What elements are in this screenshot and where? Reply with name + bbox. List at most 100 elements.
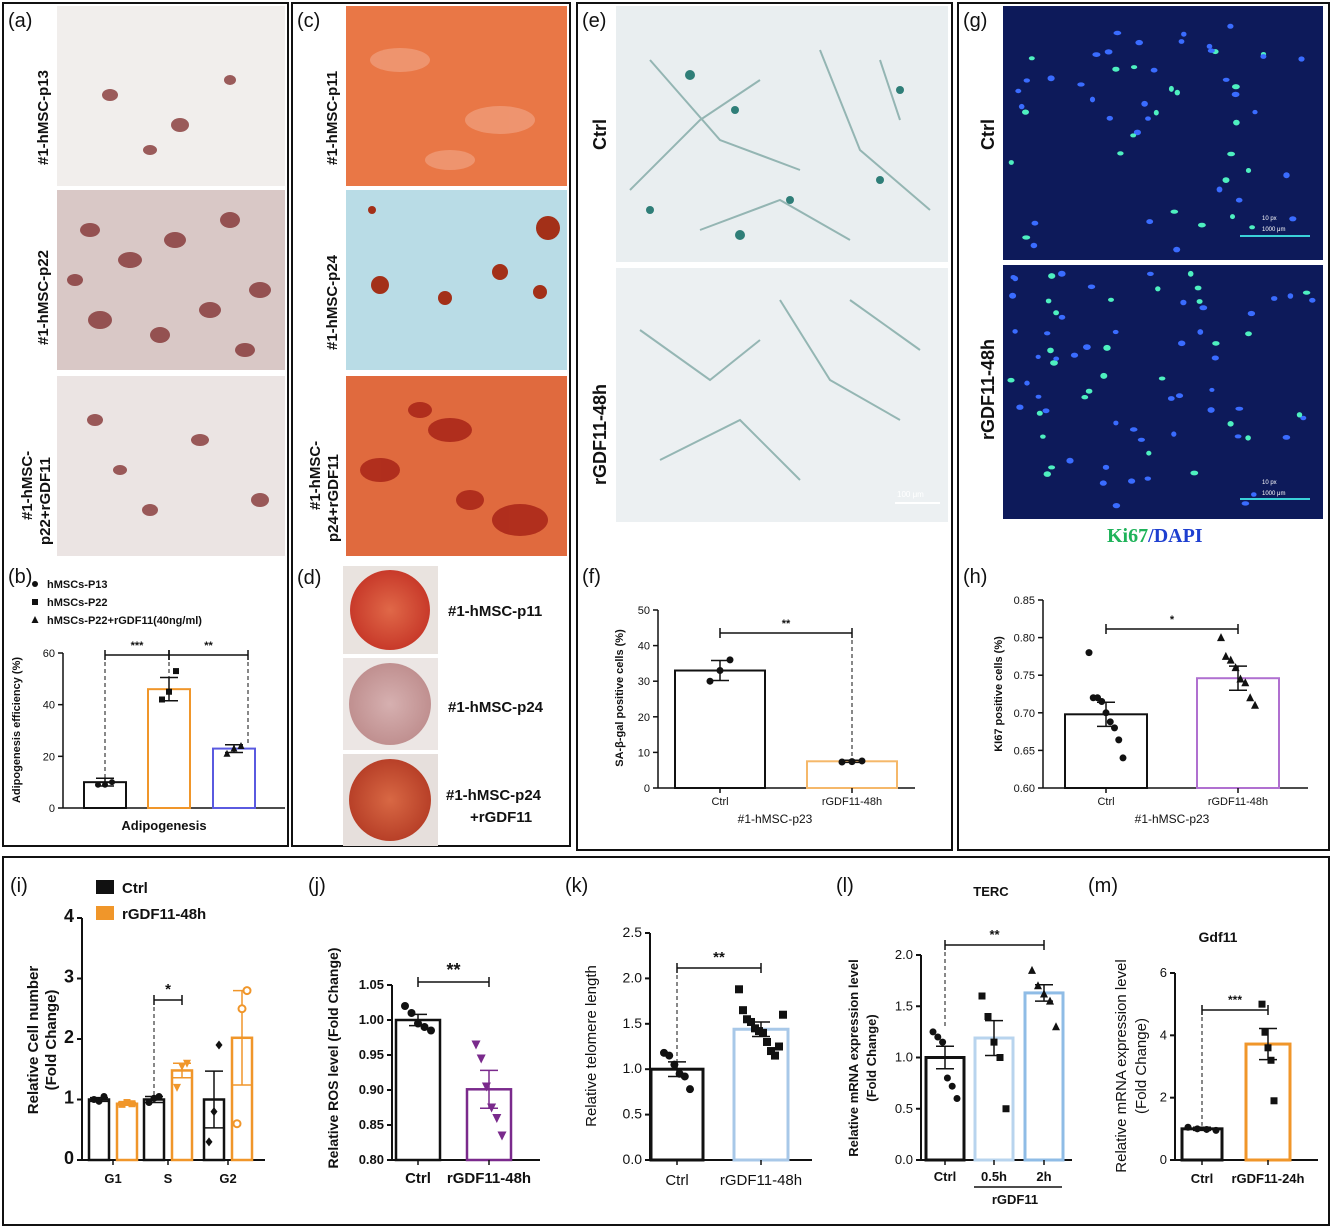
significance-label: *** — [131, 640, 145, 652]
x-tick-label: Ctrl — [405, 1170, 431, 1187]
image-label-c1: #1-hMSC-p11 — [324, 71, 341, 165]
x-tick-label: rGDF11-48h — [447, 1170, 531, 1187]
nucleus — [1048, 273, 1056, 279]
y-tick-label: 0.0 — [623, 1151, 643, 1167]
legend-swatch — [96, 880, 114, 894]
nucleus — [1133, 129, 1141, 136]
nucleus — [1231, 91, 1240, 98]
nucleus — [1117, 151, 1124, 156]
data-point — [155, 1092, 163, 1100]
significance-label: ** — [713, 949, 725, 966]
nucleus — [1030, 242, 1038, 249]
nucleus — [1235, 406, 1244, 411]
data-point — [173, 668, 179, 675]
panel-g-images — [1003, 6, 1323, 519]
data-point — [123, 1099, 131, 1107]
x-tick-label: Ctrl — [711, 796, 728, 808]
data-point — [32, 599, 38, 605]
panel-label-h: (h) — [963, 566, 987, 588]
y-tick-label: 20 — [43, 751, 55, 763]
nucleus — [1087, 284, 1096, 290]
nucleus — [1112, 329, 1119, 335]
data-point — [420, 1023, 429, 1031]
nucleus — [1077, 82, 1085, 87]
panel-label-l: (l) — [836, 875, 854, 897]
y-tick-label: 1.0 — [623, 1060, 643, 1076]
data-point — [978, 992, 986, 1000]
data-point — [670, 1060, 679, 1069]
y-tick-label: 1.05 — [359, 977, 384, 992]
nucleus — [1018, 103, 1025, 110]
nucleus — [1104, 49, 1113, 55]
nucleus — [1175, 393, 1184, 399]
nucleus — [1233, 119, 1240, 126]
nucleus — [1066, 457, 1074, 464]
nucleus — [1158, 376, 1166, 381]
image-label-c3: #1-hMSC- — [307, 441, 324, 510]
nucleus — [1113, 30, 1122, 36]
y-tick-label: 0.65 — [1014, 745, 1035, 757]
nucleus — [1047, 75, 1055, 82]
chart-title: Gdf11 — [1199, 929, 1238, 945]
nucleus — [1222, 77, 1230, 82]
nucleus — [1178, 39, 1185, 44]
data-point — [1251, 700, 1259, 709]
x-axis-label: #1-hMSC-p23 — [1135, 812, 1210, 826]
nucleus — [1241, 501, 1250, 506]
bar — [1180, 1127, 1224, 1162]
data-point — [1102, 709, 1110, 717]
bar — [212, 747, 256, 809]
nucleus — [1222, 177, 1230, 184]
bar — [806, 760, 898, 789]
data-point — [735, 985, 743, 994]
nucleus — [1145, 116, 1151, 121]
y-tick-label: 0.5 — [623, 1106, 643, 1122]
significance-label: * — [165, 981, 171, 998]
y-tick-label: 0 — [49, 803, 55, 815]
panel-label-a: (a) — [8, 10, 32, 32]
nucleus — [1130, 133, 1137, 138]
chart-i: 0 1 2 3 4 Relative Cell number (Fold Change) Ct… — [25, 880, 265, 1186]
nucleus — [1036, 410, 1043, 416]
nucleus — [1153, 109, 1159, 116]
data-point — [1085, 649, 1093, 657]
y-tick-label: 1.5 — [895, 998, 913, 1013]
panel-label-j: (j) — [308, 875, 326, 897]
data-point — [934, 1033, 942, 1041]
x-tick-label: Ctrl — [1191, 1171, 1213, 1186]
data-point — [771, 1051, 779, 1060]
y-axis-label: Relative ROS level (Fold Change) — [325, 948, 341, 1169]
panel-label-b: (b) — [8, 566, 32, 588]
nucleus — [1008, 160, 1014, 165]
nucleus — [1047, 347, 1054, 354]
scalebar-label-g2b: 1000 μm — [1262, 491, 1285, 497]
data-point — [230, 744, 238, 752]
nucleus — [1106, 115, 1114, 121]
data-point — [665, 1051, 674, 1060]
panel-label-e: (e) — [582, 10, 606, 32]
bar — [1196, 677, 1280, 790]
y-axis-label: Relative telomere length — [583, 965, 600, 1127]
data-point — [929, 1028, 937, 1036]
nucleus — [1198, 222, 1206, 228]
nucleus — [1247, 310, 1256, 317]
nucleus — [1211, 355, 1219, 361]
data-point — [487, 1103, 497, 1113]
nucleus — [1100, 372, 1108, 379]
nucleus — [1113, 420, 1119, 426]
y-tick-label: 50 — [638, 605, 650, 617]
y-tick-label: 60 — [43, 648, 55, 660]
nucleus — [1070, 352, 1079, 358]
dish-label-3: #1-hMSC-p24 — [446, 787, 542, 804]
nucleus — [1287, 293, 1294, 299]
bar — [170, 1069, 194, 1162]
panel-e-images — [616, 6, 948, 522]
y-tick-label: 4 — [1160, 1027, 1167, 1042]
y-tick-label: 1.00 — [359, 1012, 384, 1027]
data-point — [242, 986, 252, 996]
y-tick-label: 20 — [638, 712, 650, 724]
y-tick-label: 1 — [64, 1088, 74, 1108]
image-label-a4: p22+rGDF11 — [37, 457, 54, 545]
nucleus — [1089, 96, 1096, 103]
